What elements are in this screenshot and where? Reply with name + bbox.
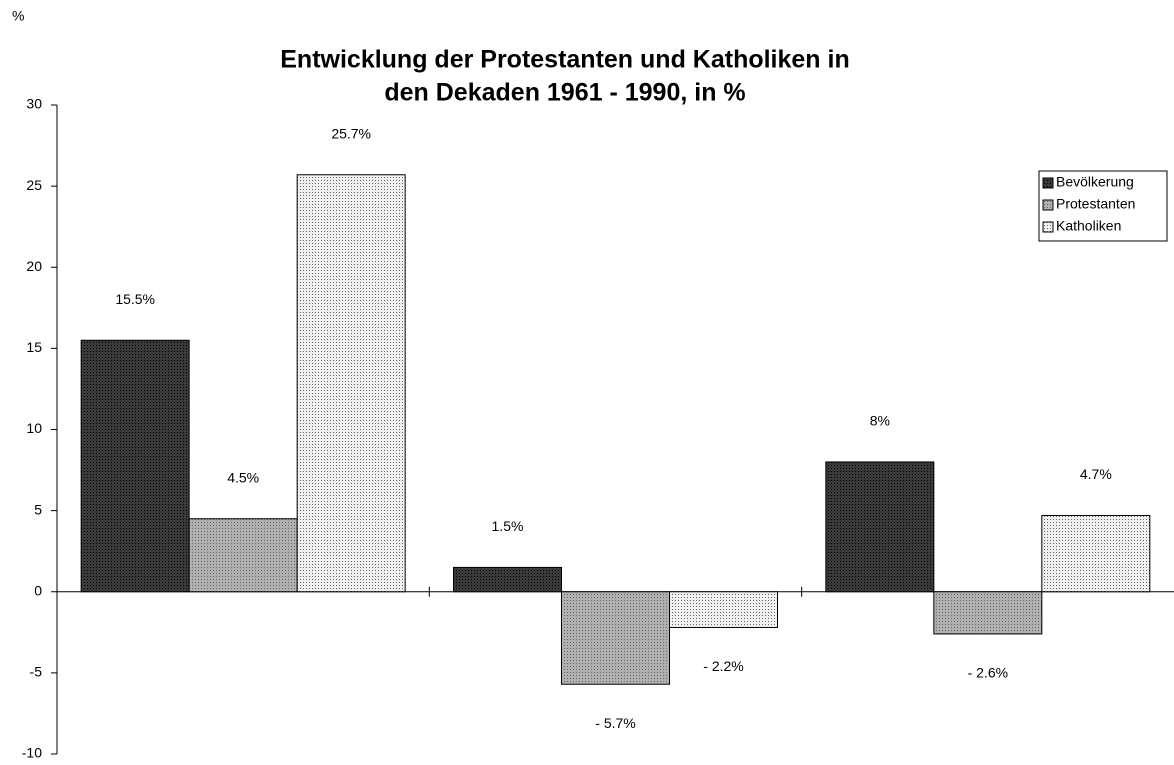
legend-label: Protestanten — [1056, 196, 1135, 212]
y-tick-label: 5 — [34, 501, 42, 517]
value-label: - 2.6% — [968, 665, 1008, 681]
legend-box — [1038, 170, 1168, 242]
value-label: 1.5% — [492, 518, 524, 534]
bar — [80, 339, 190, 593]
value-label: 4.7% — [1080, 466, 1112, 482]
y-axis-label: % — [12, 8, 24, 24]
chart-title: den Dekaden 1961 - 1990, in % — [384, 79, 745, 107]
value-label: - 2.2% — [703, 658, 743, 674]
value-label: 25.7% — [331, 125, 371, 141]
bar — [561, 591, 670, 685]
legend-label: Katholiken — [1056, 218, 1121, 234]
bar — [669, 591, 778, 628]
y-tick-label: 0 — [34, 582, 42, 598]
legend-swatch — [1042, 199, 1054, 211]
value-label: 4.5% — [227, 469, 259, 485]
y-tick-label: 15 — [26, 339, 42, 355]
bar — [933, 591, 1043, 635]
bar — [1041, 514, 1151, 593]
y-tick-label: 25 — [26, 177, 42, 193]
bar — [453, 566, 562, 593]
legend-label: Bevölkerung — [1056, 174, 1134, 190]
chart-title: Entwicklung der Protestanten und Katholi… — [280, 46, 850, 74]
y-tick-label: 20 — [26, 258, 42, 274]
value-label: 15.5% — [115, 291, 155, 307]
y-tick-label: 10 — [26, 420, 42, 436]
value-label: 8% — [870, 413, 890, 429]
y-tick-label: -10 — [22, 745, 42, 761]
legend-swatch — [1042, 177, 1054, 189]
y-tick-label: 30 — [26, 96, 42, 112]
bar — [188, 518, 298, 593]
bar — [825, 461, 935, 593]
value-label: - 5.7% — [595, 715, 635, 731]
bar — [296, 174, 406, 593]
legend-swatch — [1042, 221, 1054, 233]
y-tick-label: -5 — [30, 664, 43, 680]
